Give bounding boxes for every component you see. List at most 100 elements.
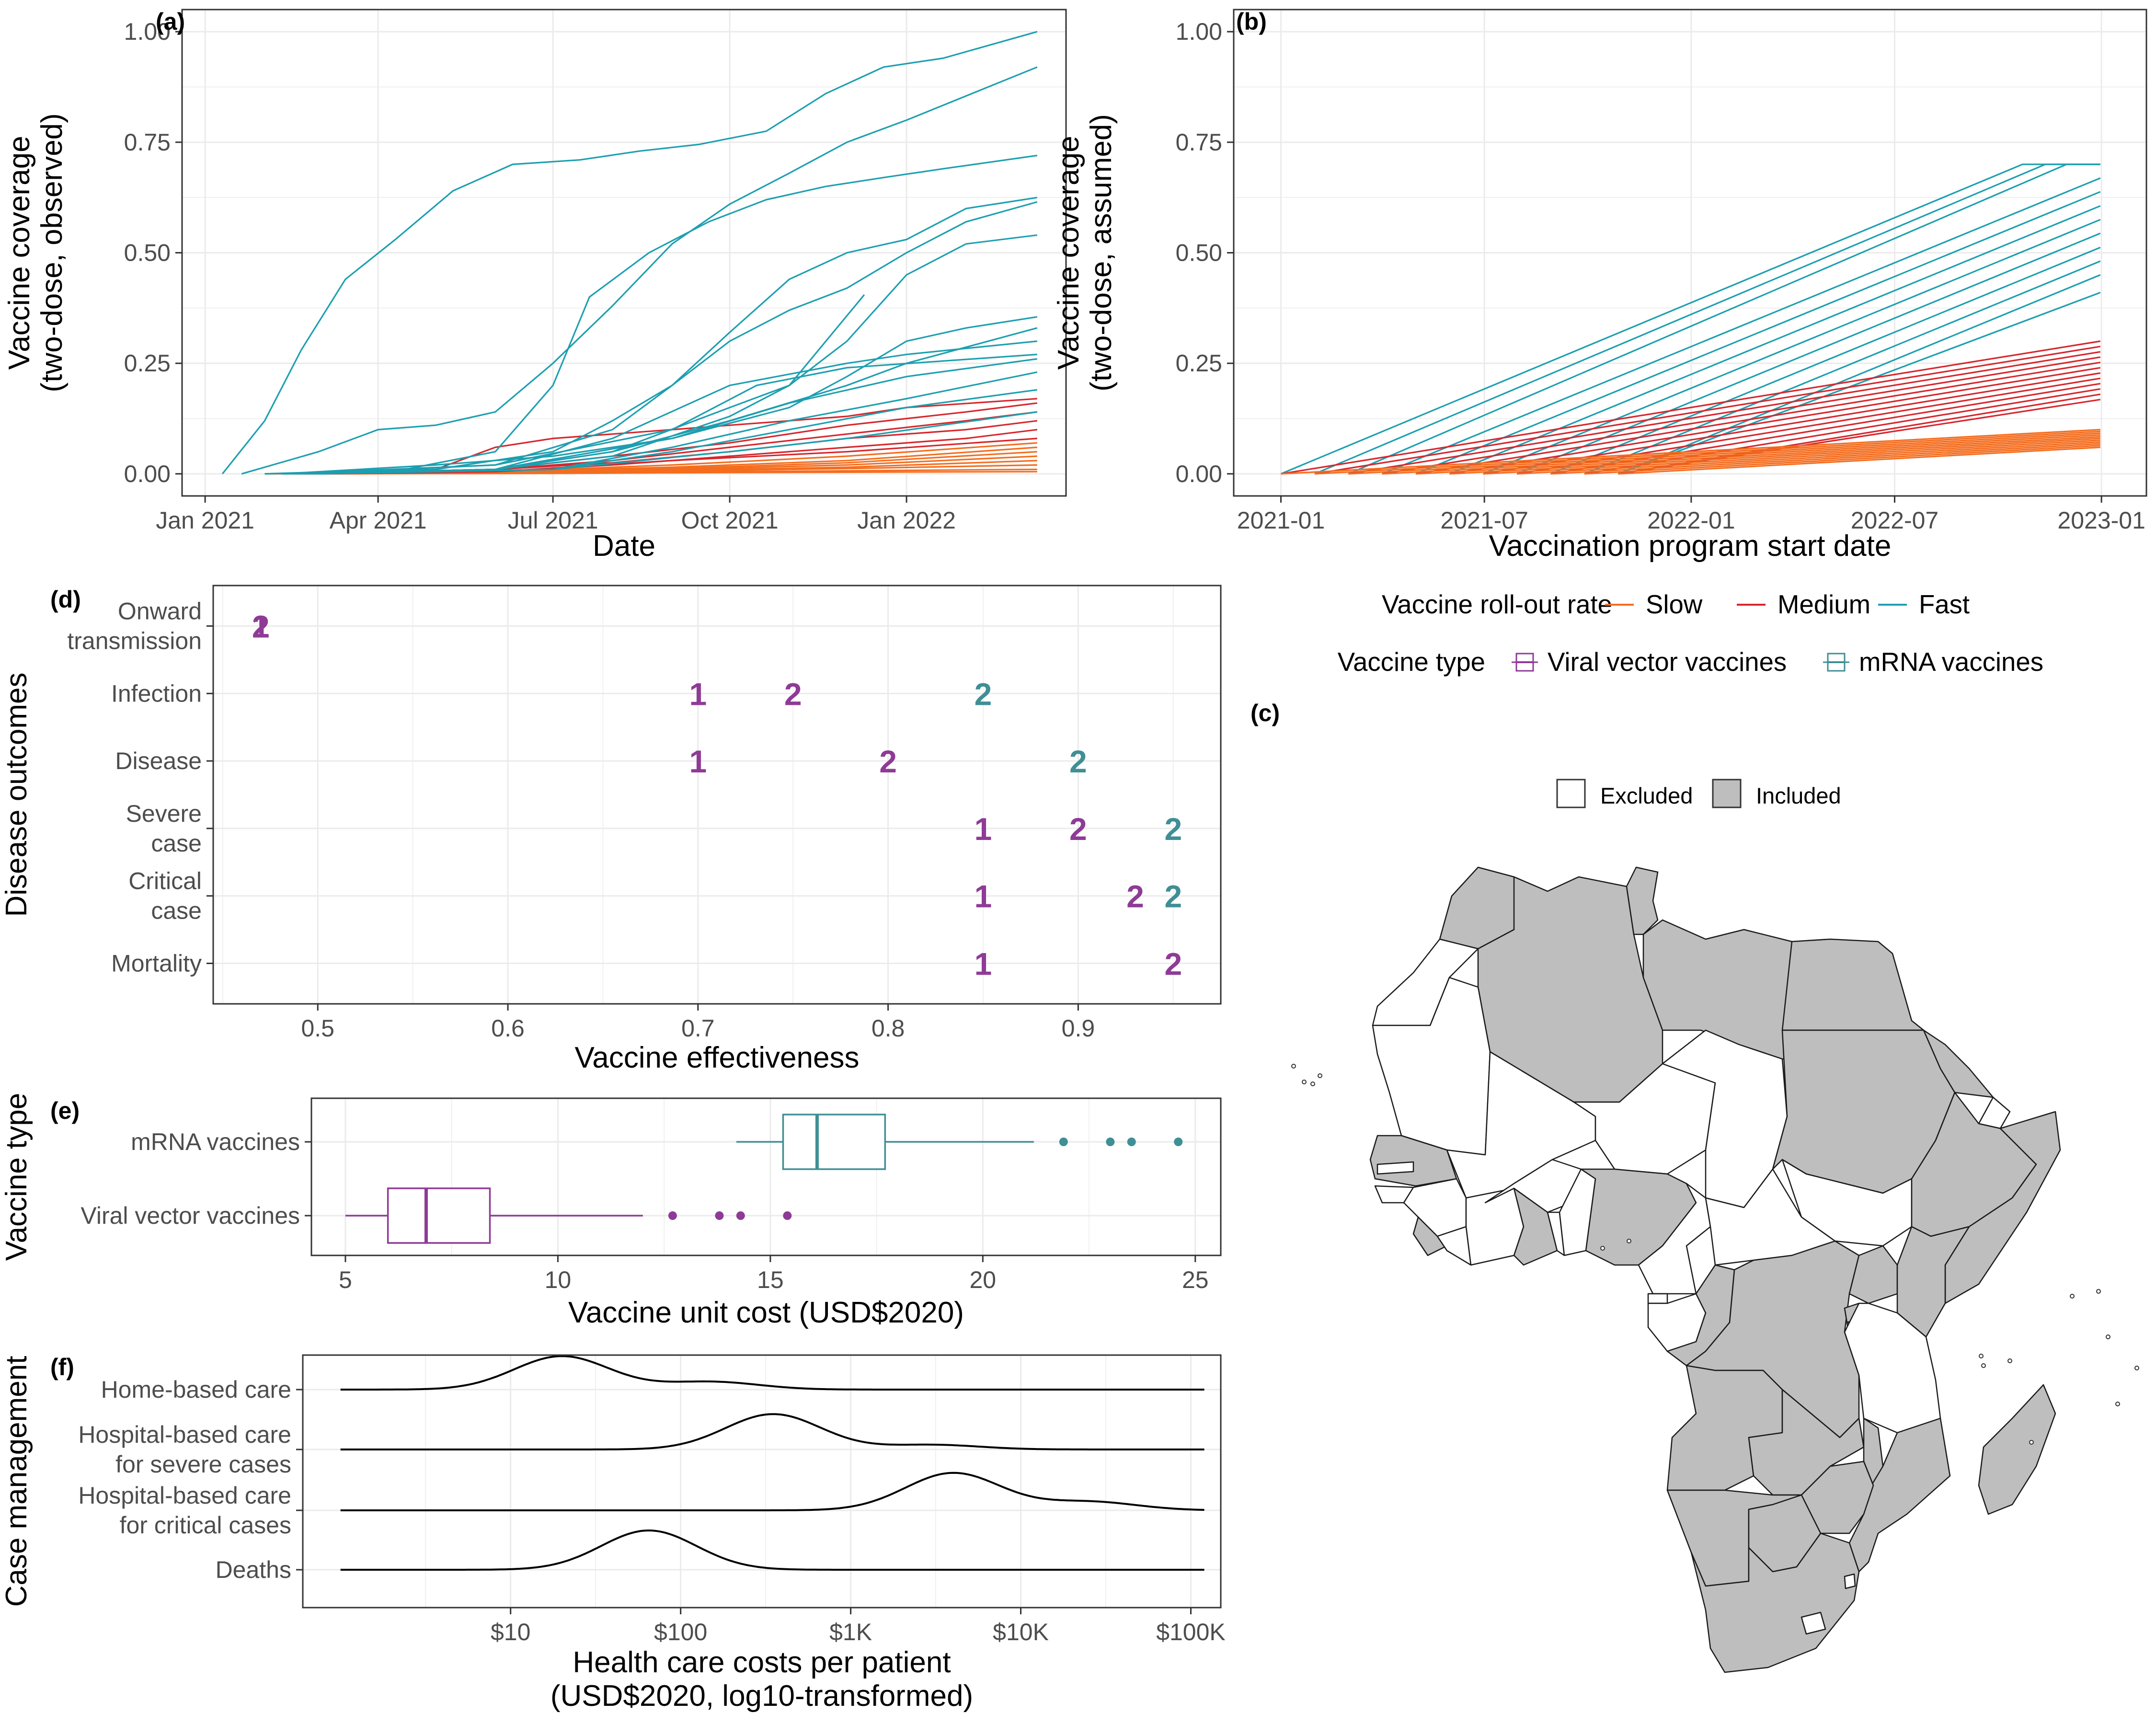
x-tick-label: $100K <box>1156 1619 1226 1645</box>
x-tick-label: Jul 2021 <box>508 507 598 534</box>
point-dose-2: 2 <box>1164 811 1182 847</box>
legend-type-title: Vaccine type <box>1338 647 1485 677</box>
point-dose-2: 2 <box>1126 879 1144 914</box>
series-line-slow <box>1550 443 2100 475</box>
x-axis-label: Date <box>593 529 655 563</box>
series-line-medium <box>318 437 1037 475</box>
y-axis-label: Vaccine coverage(two-dose, observed) <box>3 113 69 392</box>
point-dose-2: 2 <box>879 744 897 779</box>
series-line-slow <box>1314 430 2100 475</box>
legend-label-medium: Medium <box>1778 590 1870 619</box>
map-country <box>1800 1611 1826 1635</box>
y-axis-label-line: (two-dose, assumed) <box>1085 114 1118 391</box>
series-line-slow <box>1416 436 2100 475</box>
point-dose-1: 1 <box>975 946 992 982</box>
y-tick-label: 0.25 <box>1176 350 1222 377</box>
series-line-slow <box>1618 446 2100 475</box>
point-dose-1: 1 <box>689 676 707 712</box>
y-axis-label: Vaccine coverage(two-dose, assumed) <box>1052 114 1118 391</box>
y-tick-label: 0.50 <box>1176 240 1222 266</box>
series-line-fast <box>1516 232 2101 475</box>
series-line-slow <box>1382 434 2100 475</box>
y-tick-label: for severe cases <box>115 1451 291 1478</box>
series-line-fast <box>282 201 1038 475</box>
series-line-medium <box>1449 367 2101 475</box>
legend-map-key <box>1712 779 1742 808</box>
series-line-fast <box>301 358 1038 475</box>
box-outlier <box>1059 1138 1068 1146</box>
map-island <box>2070 1294 2075 1299</box>
point-dose-2: 2 <box>784 676 802 712</box>
map-island <box>2096 1289 2101 1294</box>
y-axis-label-line: Disease outcomes <box>0 672 33 917</box>
x-tick-label: 2022-07 <box>1851 507 1939 534</box>
series-line-fast <box>264 154 1038 475</box>
y-axis-label-line: Vaccine coverage <box>1052 136 1085 369</box>
panel-tag-e: (e) <box>50 1097 80 1124</box>
panel-tag-a: (a) <box>156 8 185 35</box>
x-tick-label: Oct 2021 <box>681 507 779 534</box>
box-outlier <box>1106 1138 1115 1146</box>
y-tick-label: 0.50 <box>124 240 171 266</box>
box-outlier <box>783 1211 792 1220</box>
panel-e-border <box>310 1097 1222 1256</box>
y-axis-label: Vaccine type <box>0 1093 33 1261</box>
map-country <box>1376 1161 1414 1175</box>
y-tick-label: transmission <box>67 627 202 654</box>
point-dose-1: 1 <box>975 879 992 914</box>
map-island <box>2106 1334 2110 1339</box>
series-line-fast <box>318 411 1038 475</box>
series-line-slow <box>1517 441 2100 475</box>
legend-area: Vaccine roll-out rate Slow Medium Fast Vacci… <box>1338 590 2043 808</box>
y-tick-label: case <box>151 830 202 857</box>
x-tick-label: 2021-01 <box>1237 507 1325 534</box>
y-axis-label-line: Vaccine type <box>0 1093 33 1261</box>
map-country <box>1844 1573 1856 1589</box>
legend-label-fast: Fast <box>1919 590 1970 619</box>
legend-type-label: mRNA vaccines <box>1859 647 2043 677</box>
x-tick-label: 0.7 <box>681 1015 715 1042</box>
series-line-fast <box>301 354 1037 475</box>
x-tick-label: 5 <box>339 1266 352 1293</box>
map-island <box>1318 1073 1322 1078</box>
x-axis-label: Vaccination program start date <box>1489 529 1892 563</box>
panel-d: 121 2 21 2 21 2 21 2 21 2OnwardtransmissionInfect… <box>0 585 1222 1074</box>
x-tick-label: 0.9 <box>1062 1015 1095 1042</box>
series-line-fast <box>1415 191 2101 475</box>
box-outlier <box>736 1211 745 1220</box>
y-tick-label: Hospital-based care <box>78 1482 291 1509</box>
x-tick-label: 20 <box>970 1266 997 1293</box>
legend-map-label: Included <box>1756 783 1841 808</box>
panel-b: 0.00 0.25 0.50 0.75 1.00 2021-01 2021-07 2022-0… <box>1052 8 2147 563</box>
y-axis-label: Case management <box>0 1356 33 1607</box>
x-tick-label: 25 <box>1182 1266 1209 1293</box>
series-line-medium <box>1415 361 2101 475</box>
map-country <box>1690 1532 1860 1673</box>
map-island <box>1600 1246 1605 1251</box>
series-line-fast <box>241 66 1038 475</box>
legend-type-label: Viral vector vaccines <box>1548 647 1787 677</box>
series-line-fast <box>1617 274 2101 475</box>
y-tick-label: Infection <box>111 680 202 707</box>
x-axis-label: Vaccine unit cost (USD$2020) <box>568 1296 964 1329</box>
box-outlier <box>1174 1138 1183 1146</box>
y-tick-label: Onward <box>118 598 202 624</box>
point-dose-2: 2 <box>975 676 992 712</box>
series-line-medium <box>1348 351 2101 475</box>
point-dose-2: 2 <box>1069 744 1087 779</box>
point-dose-2: 2 <box>1069 811 1087 847</box>
map-island <box>2115 1402 2120 1406</box>
x-tick-label: $100 <box>654 1619 707 1645</box>
x-tick-label: 2023-01 <box>2057 507 2145 534</box>
box-body <box>782 1114 886 1170</box>
series-line-fast <box>1348 163 2100 475</box>
y-tick-label: Home-based care <box>101 1376 291 1403</box>
y-tick-label: Severe <box>126 800 202 827</box>
map-country <box>1626 866 1659 935</box>
series-line-fast <box>1483 218 2101 475</box>
panel-tag-c: (c) <box>1250 700 1280 726</box>
y-tick-label: 0.25 <box>124 350 171 377</box>
box-outlier <box>668 1211 677 1220</box>
point-dose-1: 1 <box>689 744 707 779</box>
panel-d-border <box>212 585 1222 1005</box>
